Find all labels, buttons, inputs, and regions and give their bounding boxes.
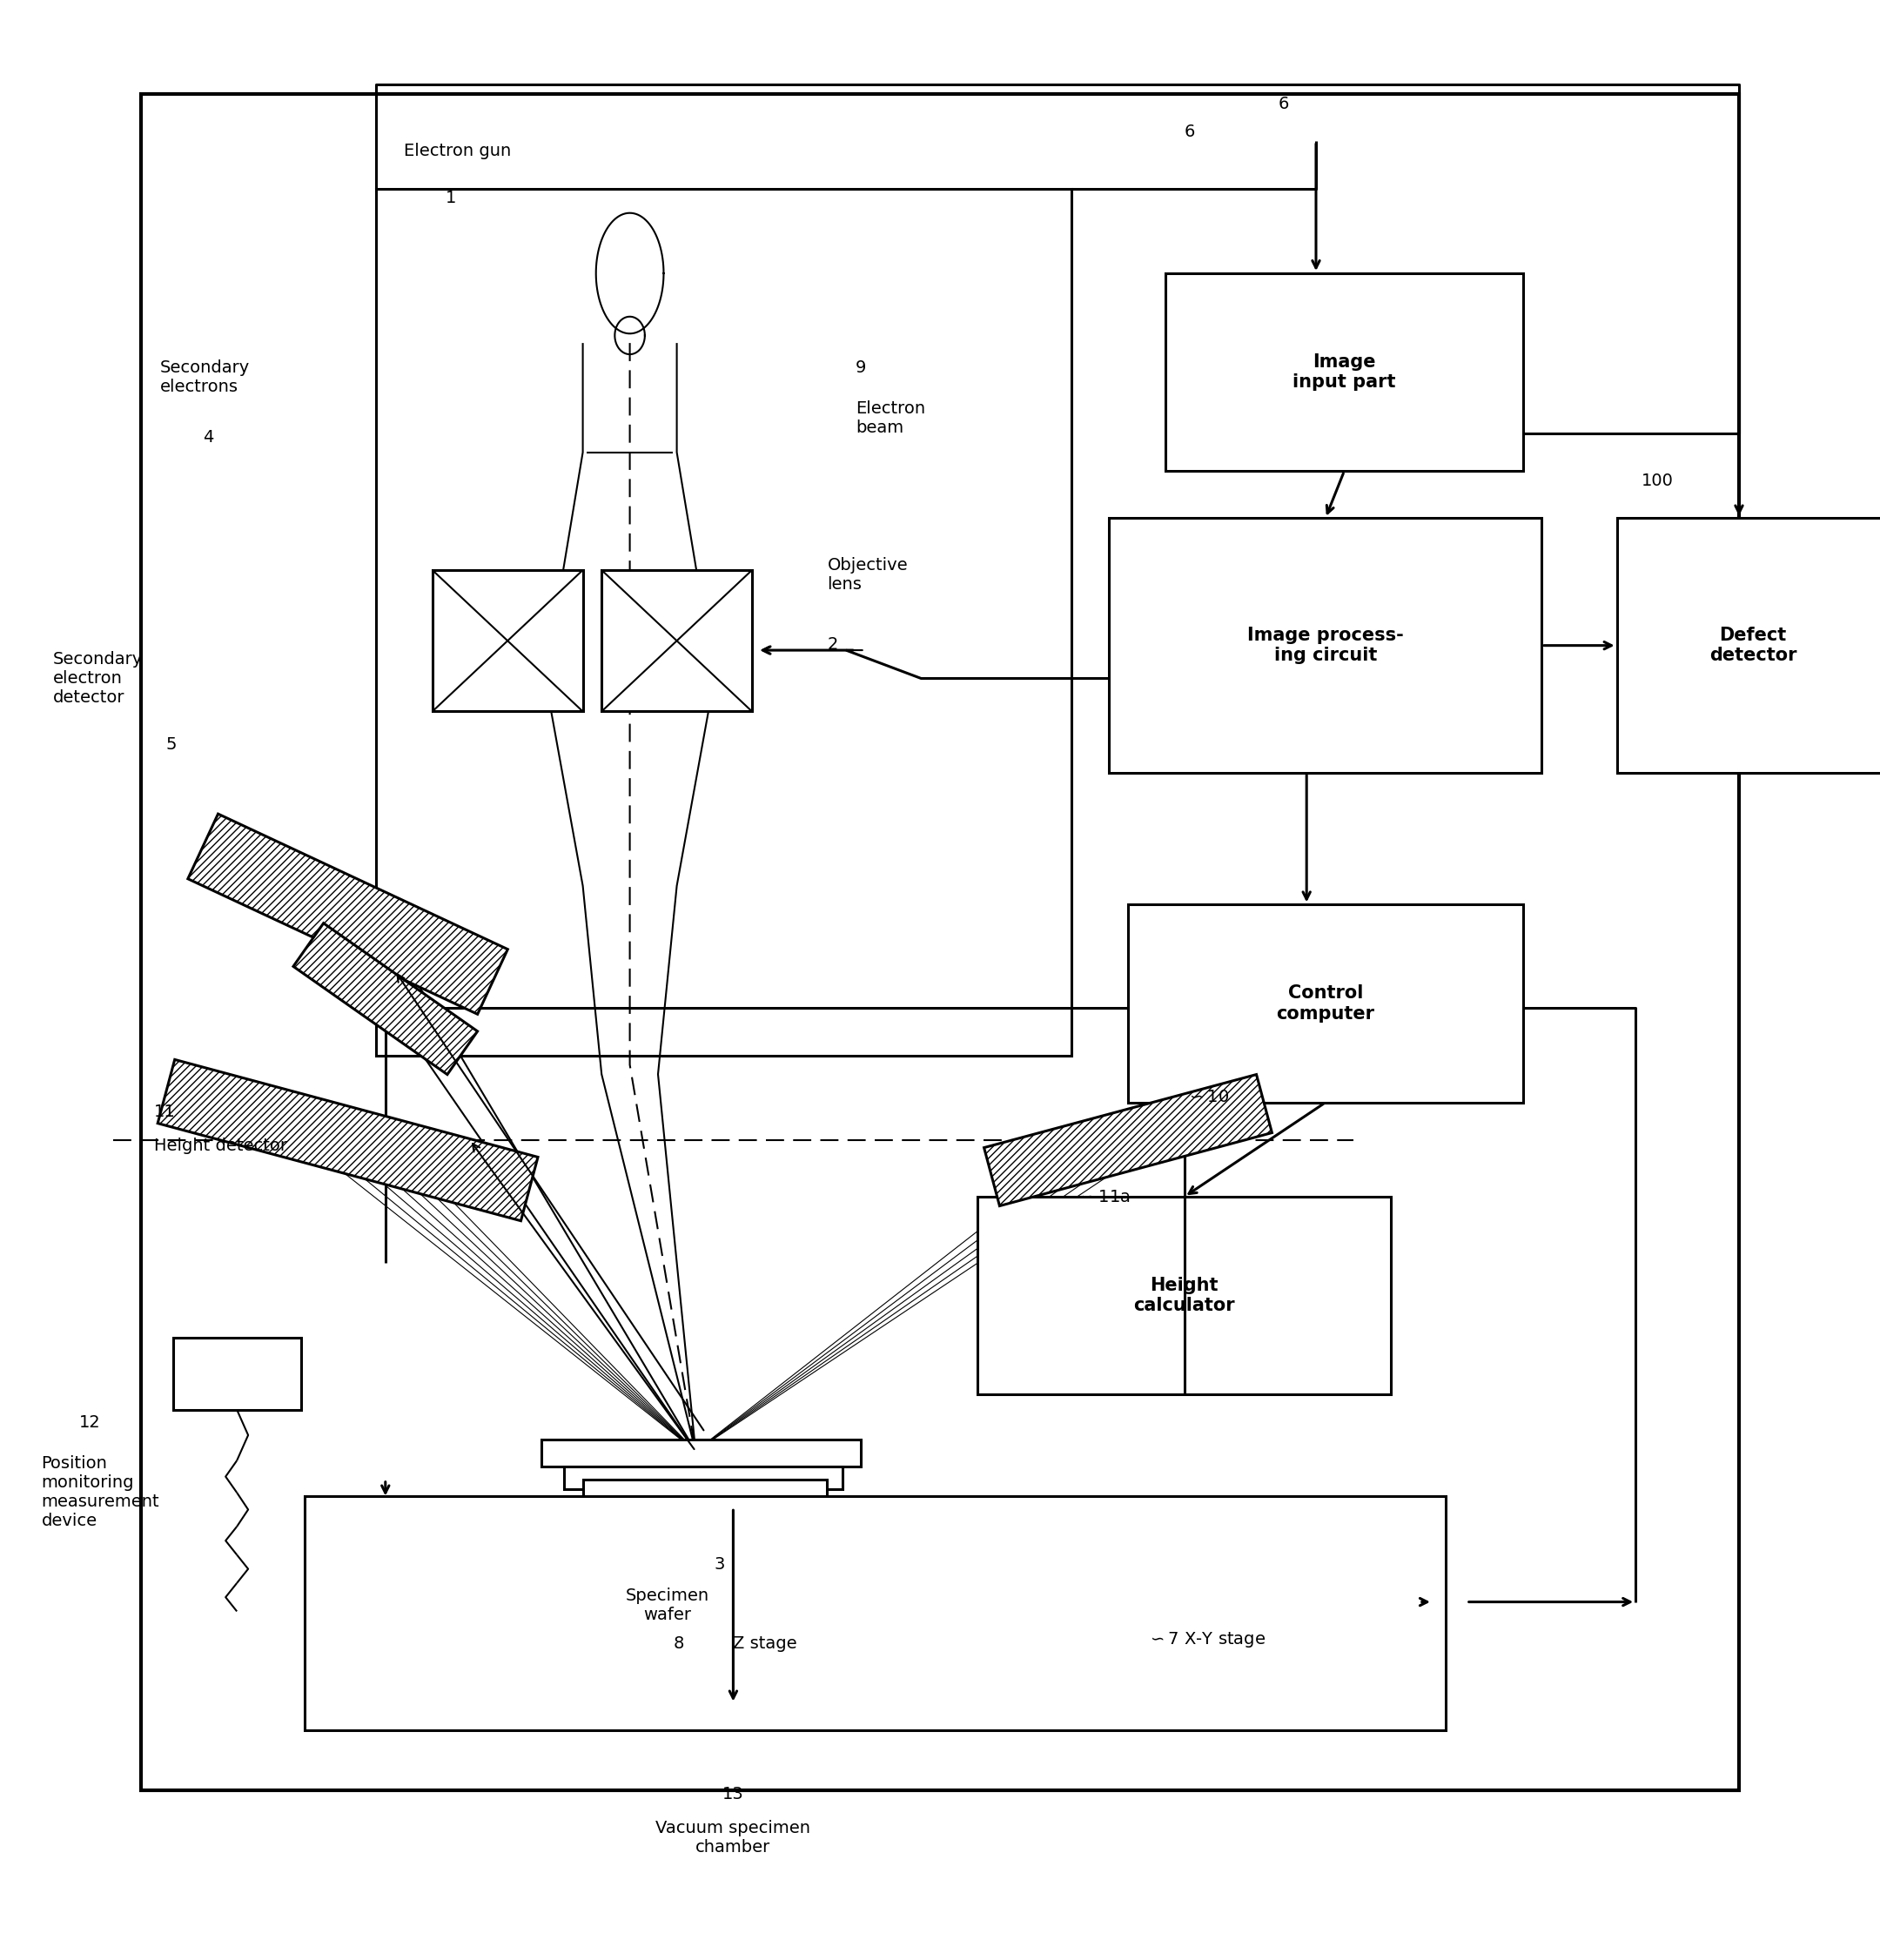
Text: 3: 3 [714, 1556, 726, 1572]
Bar [1617, 517, 1880, 772]
Text: $\backsim$10: $\backsim$10 [1186, 1088, 1230, 1105]
Text: Secondary
electrons: Secondary electrons [160, 359, 250, 394]
Text: 9: 9 [855, 359, 867, 376]
Bar [602, 570, 752, 711]
Bar [432, 570, 583, 711]
Polygon shape [188, 813, 508, 1013]
Text: $\backsim$11a: $\backsim$11a [1077, 1188, 1130, 1205]
Text: 1: 1 [446, 190, 457, 206]
Bar [1128, 906, 1523, 1102]
Text: Electron gun: Electron gun [404, 143, 511, 159]
Text: Image
input part: Image input part [1293, 353, 1395, 390]
Text: Secondary
electron
detector: Secondary electron detector [53, 651, 143, 706]
Bar [320, 1511, 1429, 1715]
Text: Z stage: Z stage [733, 1635, 797, 1652]
Text: 5: 5 [165, 737, 177, 753]
Text: 100: 100 [1641, 472, 1673, 488]
Text: 4: 4 [203, 429, 214, 445]
Bar [305, 1495, 1446, 1731]
Text: 8: 8 [673, 1635, 684, 1652]
Text: Control
computer: Control computer [1277, 984, 1374, 1023]
Text: Objective
lens: Objective lens [827, 557, 908, 592]
Bar [173, 1339, 301, 1409]
Text: Defect
detector: Defect detector [1709, 627, 1797, 664]
Text: 11: 11 [154, 1103, 175, 1121]
Text: 12: 12 [79, 1415, 100, 1431]
Bar [583, 1480, 827, 1507]
Text: Vacuum specimen
chamber: Vacuum specimen chamber [656, 1819, 810, 1856]
Text: Height detector: Height detector [154, 1137, 288, 1154]
Text: $\backsim$7 X-Y stage: $\backsim$7 X-Y stage [1147, 1631, 1265, 1648]
Bar [376, 188, 1072, 1054]
Text: Specimen
wafer: Specimen wafer [626, 1588, 709, 1623]
Text: 2: 2 [827, 637, 838, 653]
Bar [1166, 272, 1523, 470]
Text: Position
monitoring
measurement
device: Position monitoring measurement device [41, 1456, 160, 1529]
Polygon shape [293, 923, 478, 1074]
Bar [978, 1198, 1391, 1396]
Bar [141, 94, 1739, 1789]
Bar [564, 1466, 842, 1490]
Text: Electron
beam: Electron beam [855, 400, 925, 437]
Bar [541, 1441, 861, 1466]
Text: Image process-
ing circuit: Image process- ing circuit [1246, 627, 1404, 664]
Text: Height
calculator: Height calculator [1134, 1276, 1235, 1315]
Polygon shape [983, 1074, 1273, 1205]
Text: 13: 13 [722, 1786, 744, 1803]
Bar [1109, 517, 1542, 772]
Text: 6: 6 [1278, 96, 1290, 112]
Text: 6: 6 [1184, 123, 1196, 141]
Polygon shape [158, 1060, 538, 1221]
